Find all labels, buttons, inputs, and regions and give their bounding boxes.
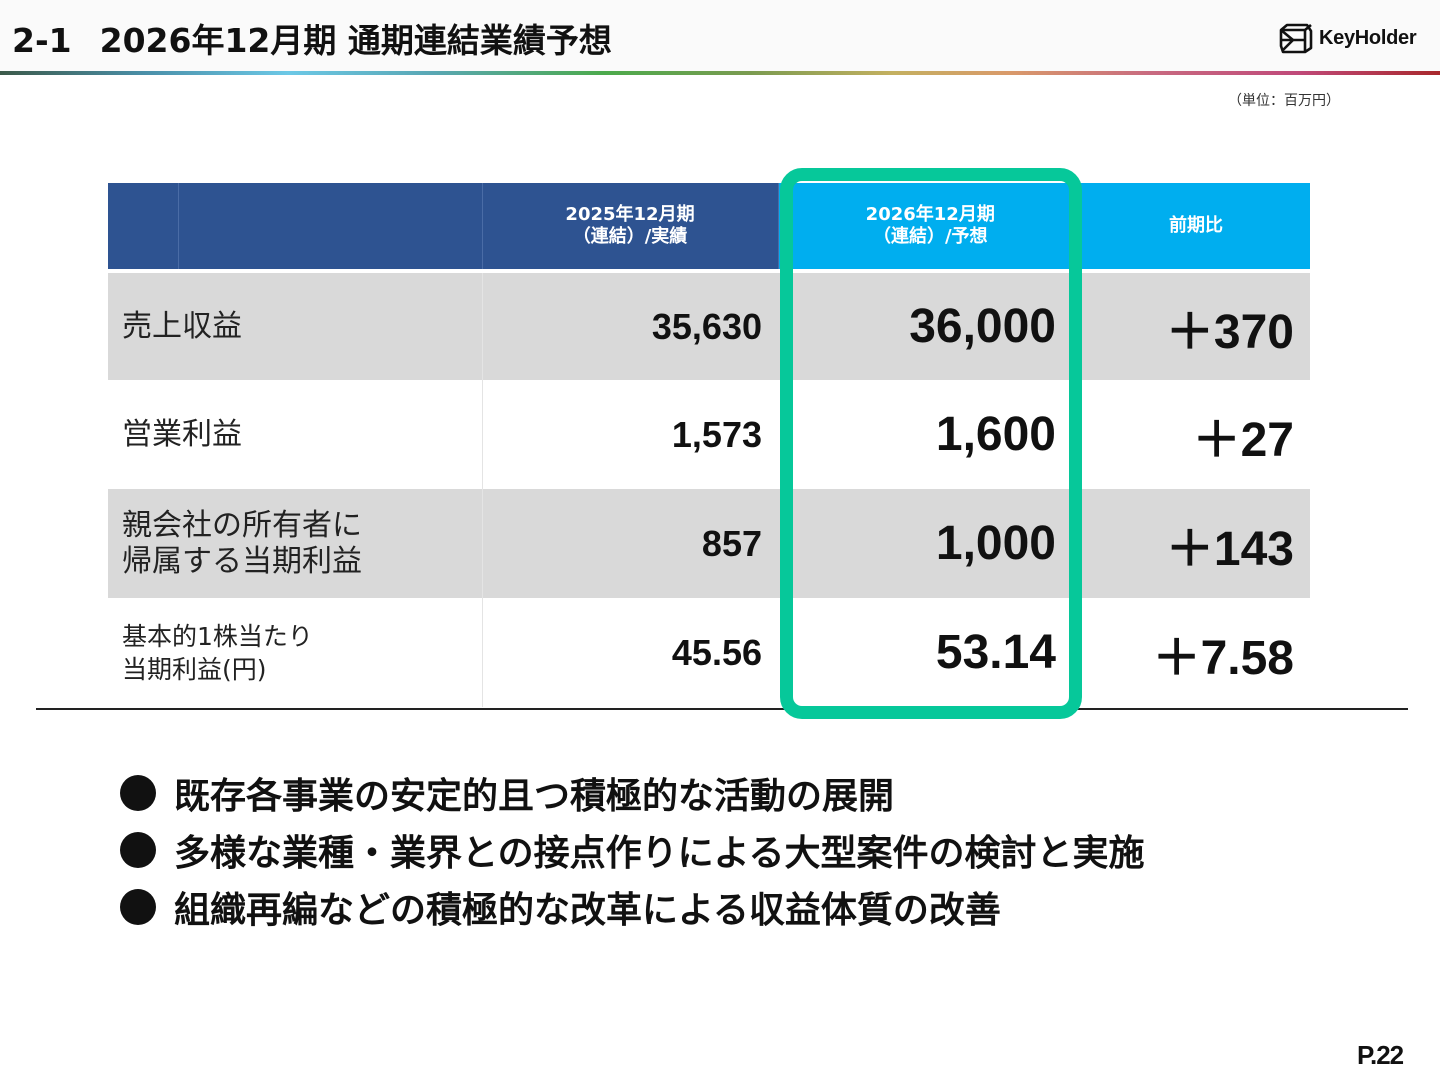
header-forecast: 2026年12月期 （連結）/予想 xyxy=(778,183,1082,273)
yoy-change-value: ＋143 xyxy=(1082,489,1310,598)
bullet-item: 多様な業種・業界との接点作りによる大型案件の検討と実施 xyxy=(120,821,1145,878)
unit-note: （単位：百万円） xyxy=(1228,93,1340,109)
prior-value: 35,630 xyxy=(482,271,778,380)
table-row: 営業利益 1,573 1,600 ＋27 xyxy=(108,380,1310,489)
header-yoy-change: 前期比 xyxy=(1082,183,1310,273)
table-bottom-rule xyxy=(36,708,1408,710)
row-label: 営業利益 xyxy=(108,380,483,489)
strategy-bullet-list: 既存各事業の安定的且つ積極的な活動の展開 多様な業種・業界との接点作りによる大型… xyxy=(120,764,1145,935)
slide-header: 2-1 2026年12月期 通期連結業績予想 KeyHolder xyxy=(0,0,1440,72)
forecast-value: 36,000 xyxy=(778,271,1082,380)
row-label: 親会社の所有者に 帰属する当期利益 xyxy=(108,489,483,598)
header-label-cell xyxy=(178,183,483,273)
page-number: P.22 xyxy=(1357,1040,1404,1070)
header-prior-year: 2025年12月期 （連結）/実績 xyxy=(482,183,779,273)
yoy-change-value: ＋370 xyxy=(1082,271,1310,380)
forecast-value: 1,000 xyxy=(778,489,1082,598)
row-label: 売上収益 xyxy=(108,271,483,380)
yoy-change-value: ＋27 xyxy=(1082,380,1310,489)
cube-logo-icon xyxy=(1279,23,1313,54)
bullet-item: 組織再編などの積極的な改革による収益体質の改善 xyxy=(120,878,1145,935)
page-title: 2-1 2026年12月期 通期連結業績予想 xyxy=(12,14,612,62)
bullet-dot-icon xyxy=(120,888,156,925)
forecast-value: 1,600 xyxy=(778,380,1082,489)
section-number: 2-1 xyxy=(12,21,72,60)
bullet-dot-icon xyxy=(120,831,156,868)
table-row: 基本的1株当たり 当期利益(円) 45.56 53.14 ＋7.58 xyxy=(108,598,1310,707)
header-blank-cell xyxy=(108,183,179,273)
forecast-value: 53.14 xyxy=(778,598,1082,707)
table-row: 売上収益 35,630 36,000 ＋370 xyxy=(108,271,1310,380)
yoy-change-value: ＋7.58 xyxy=(1082,598,1310,707)
table-row: 親会社の所有者に 帰属する当期利益 857 1,000 ＋143 xyxy=(108,489,1310,598)
row-label: 基本的1株当たり 当期利益(円) xyxy=(108,598,483,707)
logo-text: KeyHolder xyxy=(1319,26,1417,49)
bullet-item: 既存各事業の安定的且つ積極的な活動の展開 xyxy=(120,764,1145,821)
table-header-row: 2025年12月期 （連結）/実績 2026年12月期 （連結）/予想 前期比 xyxy=(108,183,1310,273)
company-logo: KeyHolder xyxy=(1279,22,1417,54)
prior-value: 857 xyxy=(482,489,778,598)
prior-value: 45.56 xyxy=(482,598,778,707)
title-text: 2026年12月期 通期連結業績予想 xyxy=(99,21,612,60)
prior-value: 1,573 xyxy=(482,380,778,489)
header-gradient-rule xyxy=(0,71,1440,75)
earnings-forecast-table: 2025年12月期 （連結）/実績 2026年12月期 （連結）/予想 前期比 … xyxy=(108,183,1310,707)
bullet-dot-icon xyxy=(120,774,156,811)
